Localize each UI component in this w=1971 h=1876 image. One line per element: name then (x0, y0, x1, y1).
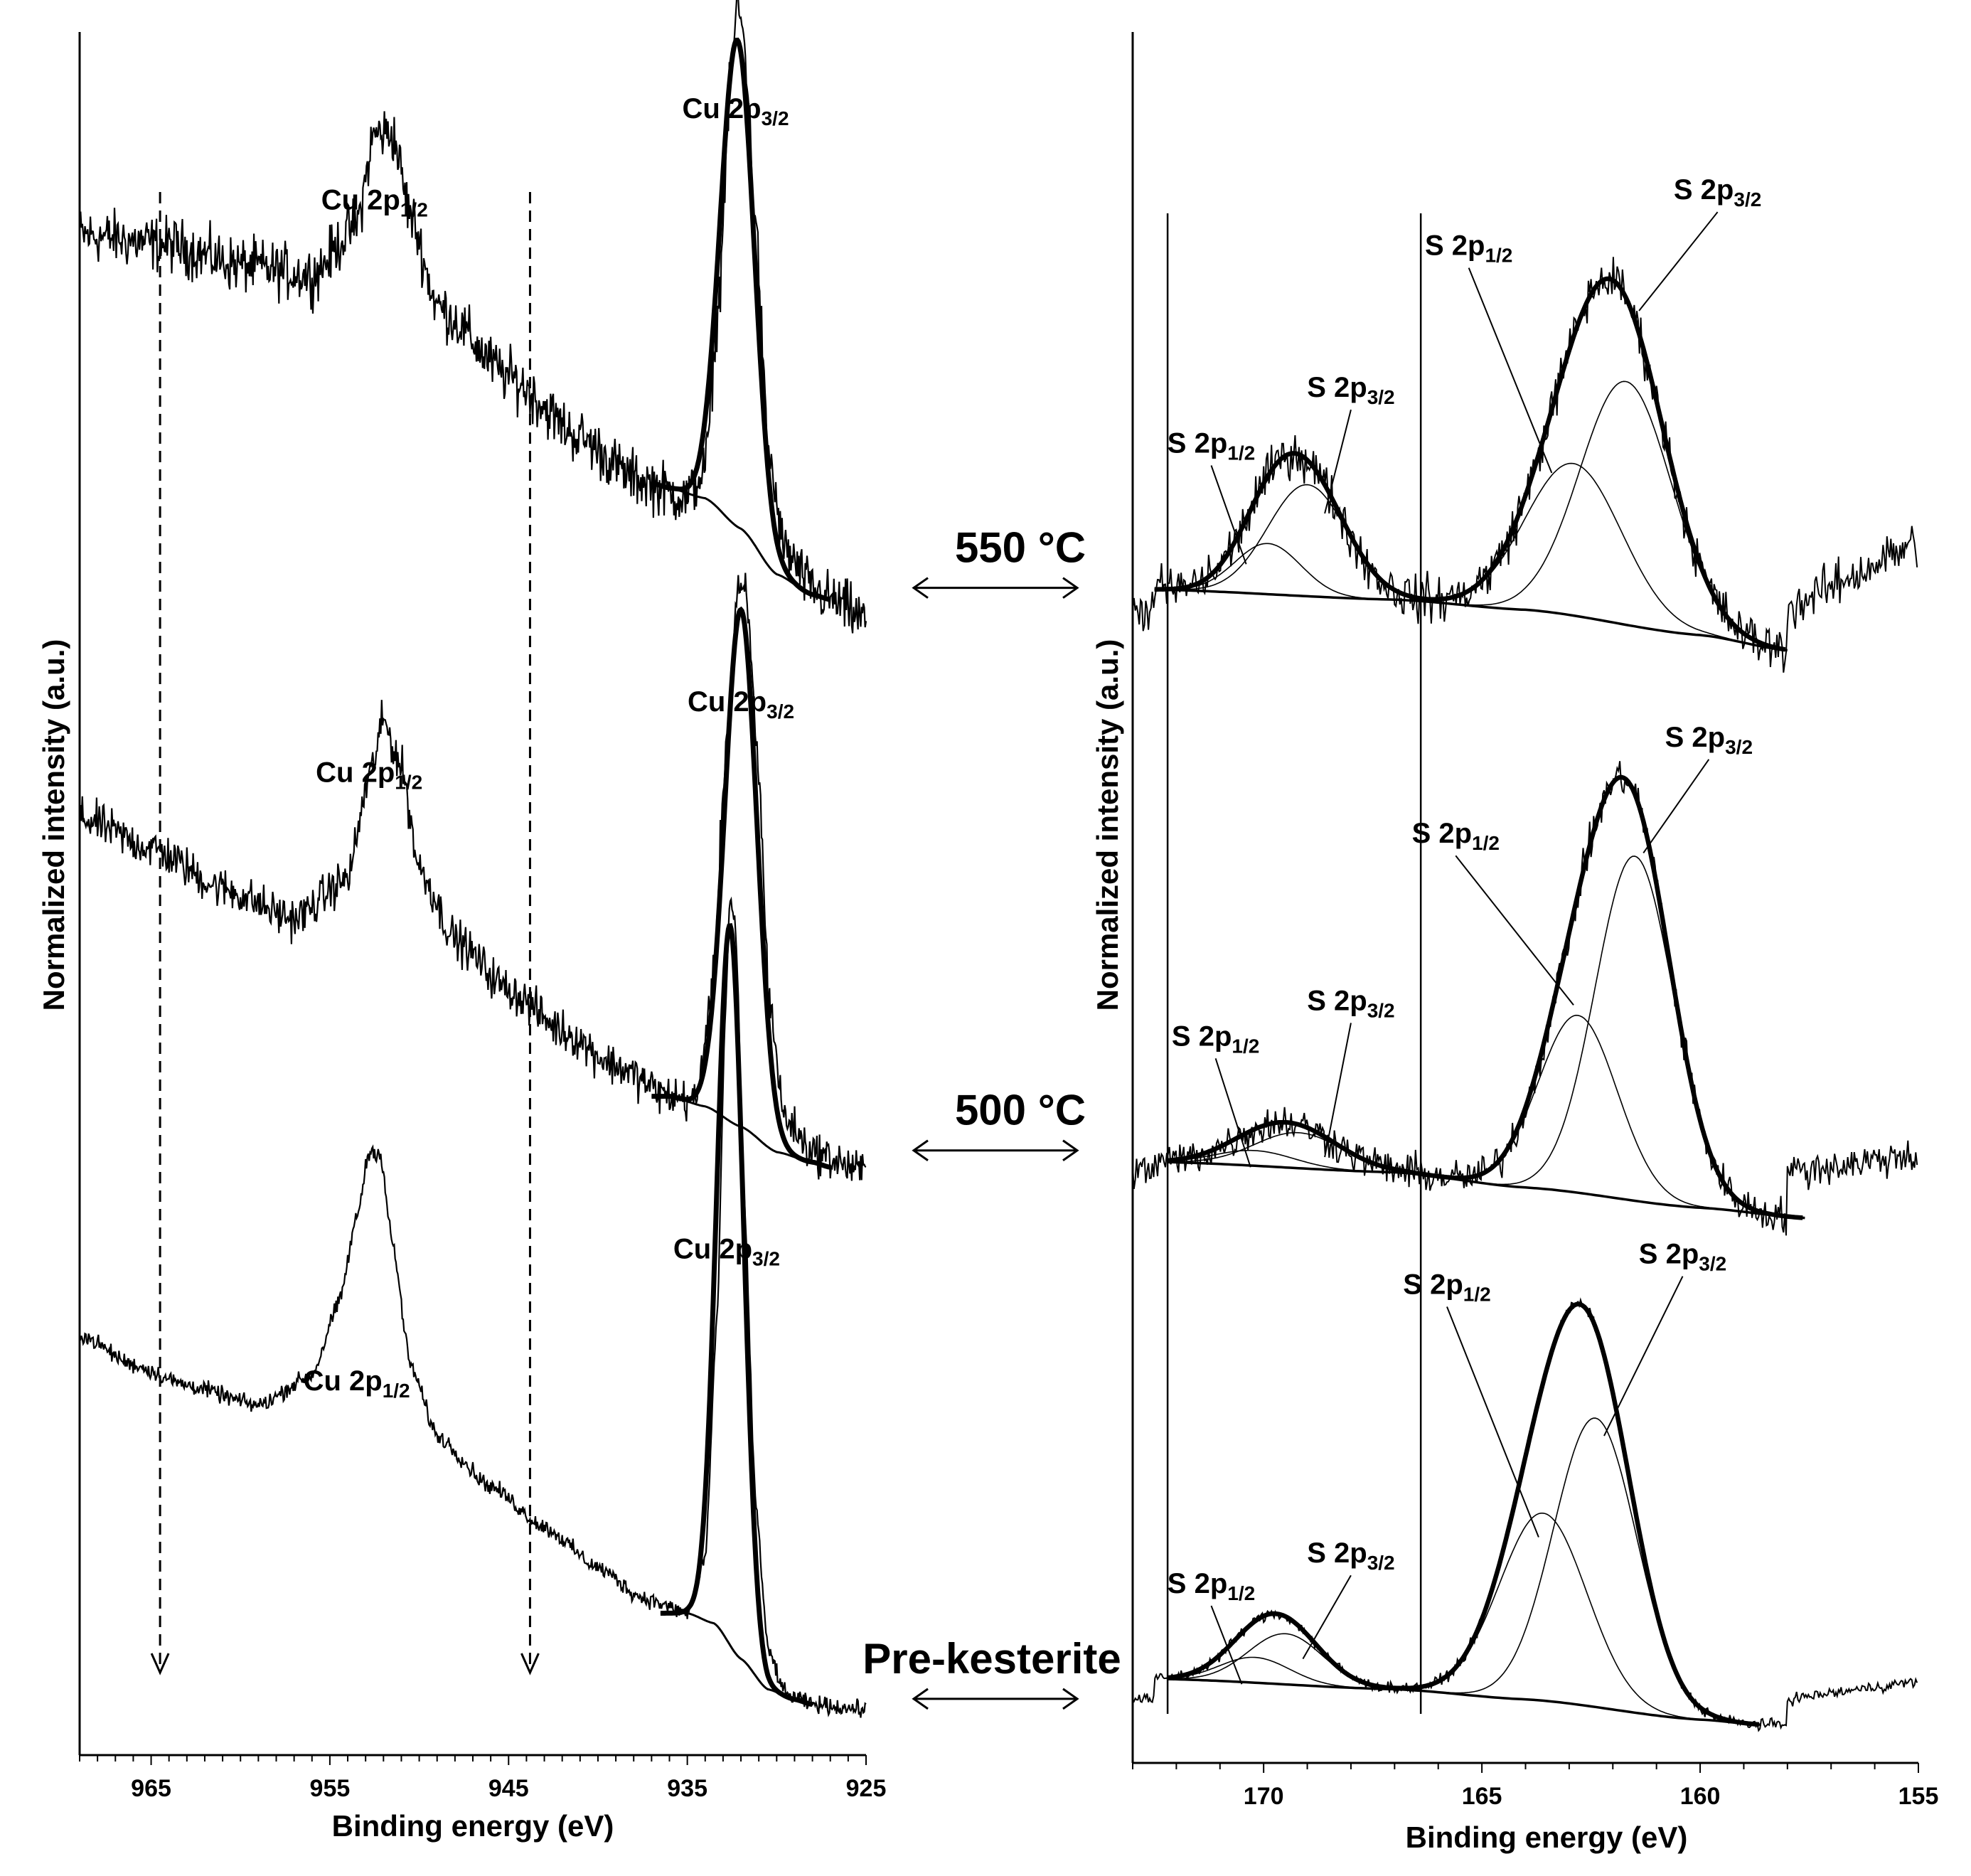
left-x-ticks: 965 955 945 935 925 (79, 1755, 887, 1802)
s-peak-label: S 2p1/2 (1425, 230, 1512, 267)
double-arrow-left-head (912, 1688, 929, 1710)
cu-peak-label: Cu 2p1/2 (304, 1365, 410, 1402)
right-x-tick-label: 170 (1244, 1783, 1284, 1810)
s-peak-label: S 2p3/2 (1665, 722, 1753, 758)
s-component-peak (1429, 1417, 1759, 1725)
cu-raw-spectrum-0 (78, 0, 867, 634)
right-x-axis-title: Binding energy (eV) (1406, 1821, 1688, 1854)
right-vertical-lines (1166, 213, 1422, 1714)
left-spectra (78, 0, 867, 1718)
cu-peak-label: Cu 2p3/2 (688, 686, 794, 723)
cu-raw-spectrum-2 (79, 896, 867, 1718)
s-fit-envelope-1 (1167, 774, 1803, 1220)
s-component-peak (1477, 856, 1790, 1217)
s-label-leader-line (1446, 1306, 1539, 1537)
left-x-tick-label: 935 (667, 1775, 707, 1802)
s-peak-label: S 2p1/2 (1172, 1020, 1259, 1057)
s-background-2 (1168, 1678, 1762, 1726)
s-label-leader-line (1214, 1057, 1251, 1168)
temperature-label: Pre-kesterite (862, 1635, 1121, 1683)
s-peak-label: S 2p3/2 (1674, 174, 1761, 210)
left-y-axis-title: Normalized intensity (a.u.) (37, 639, 70, 1011)
s-label-leader-line (1302, 1574, 1352, 1660)
s-peak-label: S 2p3/2 (1307, 372, 1394, 408)
s-peak-label: S 2p1/2 (1403, 1269, 1490, 1305)
s-label-leader-line (1210, 465, 1247, 565)
s-label-leader-line (1210, 1605, 1243, 1685)
s-label-leader-line (1468, 267, 1553, 474)
s-peak-label: S 2p1/2 (1168, 1568, 1255, 1604)
cu-raw-spectrum-1 (78, 572, 867, 1181)
cu-background-2 (660, 1612, 811, 1705)
s-raw-spectrum-2 (1132, 1297, 1918, 1732)
s-label-leader-line (1324, 1023, 1352, 1158)
s-background-0 (1154, 588, 1788, 652)
cu-2p-panel: 965 955 945 935 925 Cu 2p3/2Cu 2p1/2Cu 2p3/2… (37, 0, 886, 1843)
cu-peak-label: Cu 2p3/2 (673, 1234, 780, 1270)
left-x-tick-label: 965 (131, 1775, 171, 1802)
dashed-marker-arrowhead (150, 1653, 170, 1675)
cu-fit-envelope-0 (651, 37, 831, 602)
right-y-axis-title: Normalized intensity (a.u.) (1091, 639, 1124, 1011)
s-fit-envelope-0 (1154, 276, 1786, 652)
right-x-ticks: 170 165 160 155 (1132, 1763, 1939, 1810)
left-x-tick-label: 955 (310, 1775, 351, 1802)
double-arrow-left-head (912, 577, 929, 599)
right-x-tick-label: 165 (1462, 1783, 1502, 1810)
s-fit-envelope-2 (1167, 1301, 1760, 1727)
double-arrow-left-head (912, 1139, 929, 1161)
s-2p-panel: 170 165 160 155 S 2p3/2 S 2p1/2 S 2p3/2 S 2p1/… (1091, 32, 1938, 1854)
s-peak-label: S 2p1/2 (1412, 818, 1500, 854)
cu-fit-envelope-2 (660, 922, 813, 1707)
double-arrow-right-head (1062, 1688, 1079, 1710)
s-label-leader-line (1324, 409, 1352, 514)
left-dashed-markers (150, 192, 540, 1675)
cu-peak-label: Cu 2p1/2 (321, 184, 428, 220)
s-peak-label: S 2p3/2 (1307, 1537, 1394, 1574)
s-label-leader-line (1455, 855, 1574, 1006)
dashed-marker-arrowhead (520, 1653, 540, 1675)
right-peak-labels: S 2p3/2 S 2p1/2 S 2p3/2 S 2p1/2 S 2p3/2 S 2p1… (1168, 174, 1761, 1685)
left-x-axis-title: Binding energy (eV) (332, 1809, 614, 1843)
temperature-label: 500 °C (955, 1087, 1086, 1134)
cu-peak-label: Cu 2p3/2 (682, 93, 789, 129)
s-label-leader-line (1638, 211, 1719, 311)
s-label-leader-line (1642, 759, 1710, 854)
temperature-label: 550 °C (955, 524, 1086, 572)
right-x-tick-label: 155 (1898, 1783, 1939, 1810)
s-peak-label: S 2p3/2 (1307, 985, 1394, 1021)
temperature-labels: 550 °C 500 °C Pre-kesterite (862, 524, 1121, 1710)
cu-peak-label: Cu 2p1/2 (316, 757, 422, 794)
s-component-peak (1168, 1656, 1393, 1690)
left-x-tick-label: 925 (846, 1775, 887, 1802)
double-arrow-right-head (1062, 577, 1079, 599)
left-peak-labels: Cu 2p3/2 Cu 2p1/2 Cu 2p3/2 Cu 2p1/2 Cu 2p3/2… (304, 93, 794, 1402)
left-x-tick-label: 945 (488, 1775, 529, 1802)
right-x-tick-label: 160 (1680, 1783, 1721, 1810)
s-label-leader-line (1603, 1276, 1684, 1437)
s-peak-label: S 2p3/2 (1639, 1239, 1726, 1275)
s-component-peak (1168, 1149, 1410, 1174)
right-spectra (1132, 257, 1918, 1732)
s-peak-label: S 2p1/2 (1168, 427, 1255, 464)
cu-fit-envelope-1 (651, 606, 831, 1170)
double-arrow-right-head (1062, 1139, 1079, 1161)
